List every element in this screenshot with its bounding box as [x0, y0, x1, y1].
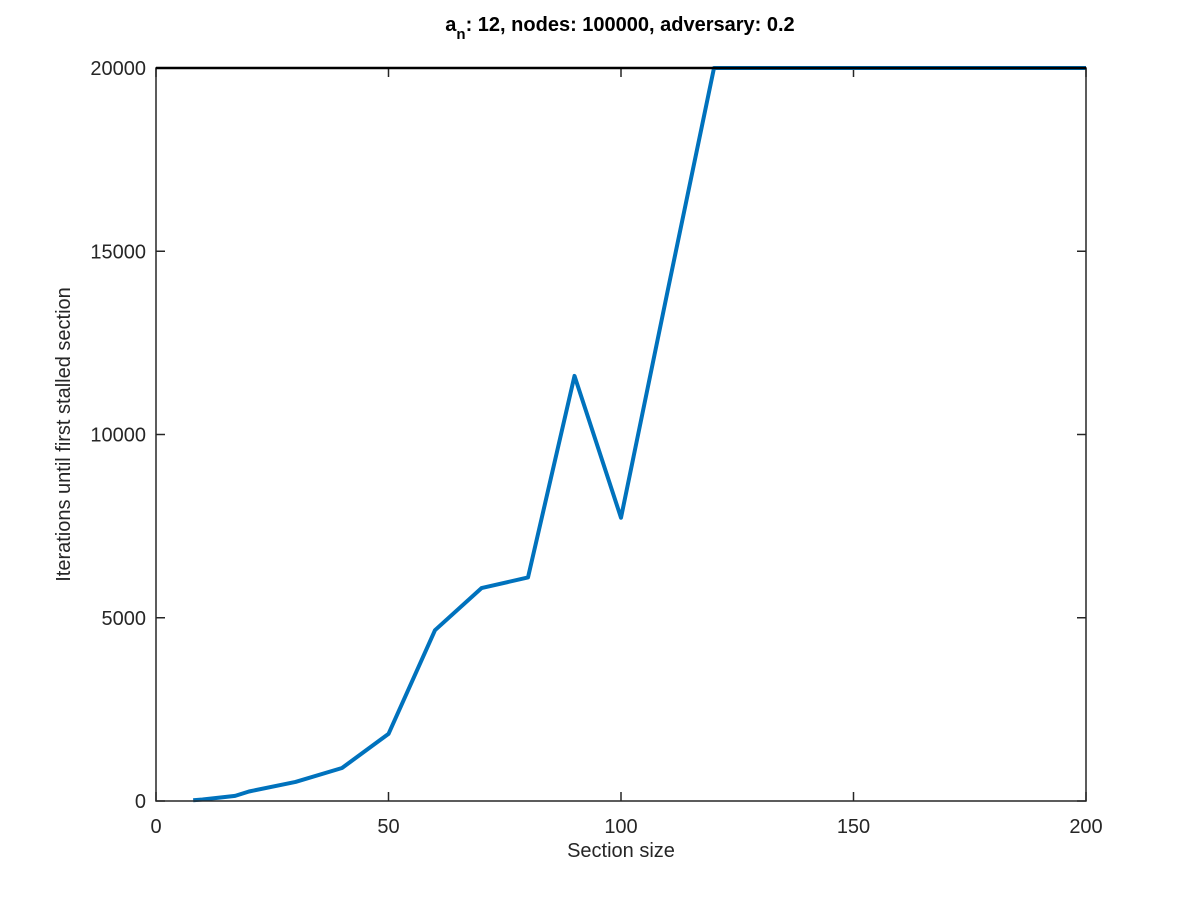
y-tick-label: 20000 — [90, 58, 146, 80]
y-tick-label: 0 — [135, 791, 146, 813]
chart-title-subscript: n — [456, 26, 465, 43]
x-tick-label: 50 — [377, 816, 399, 838]
chart-title-rest: : 12, nodes: 100000, adversary: 0.2 — [466, 14, 795, 36]
x-tick-label: 200 — [1069, 816, 1102, 838]
chart-title: an: 12, nodes: 100000, adversary: 0.2 — [445, 14, 794, 43]
y-axis-label: Iterations until first stalled section — [53, 287, 75, 582]
y-tick-label: 15000 — [90, 241, 146, 263]
chart-title-base: a — [445, 14, 457, 36]
plot-area — [156, 68, 1086, 801]
ticks-layer: 0 50 100 150 200 0 5000 10000 15000 20000 — [90, 58, 1102, 838]
y-tick-label: 5000 — [102, 608, 147, 630]
x-tick-label: 100 — [604, 816, 637, 838]
x-tick-label: 0 — [150, 816, 161, 838]
x-tick-label: 150 — [837, 816, 870, 838]
x-axis-label: Section size — [567, 840, 675, 862]
y-tick-label: 10000 — [90, 425, 146, 447]
